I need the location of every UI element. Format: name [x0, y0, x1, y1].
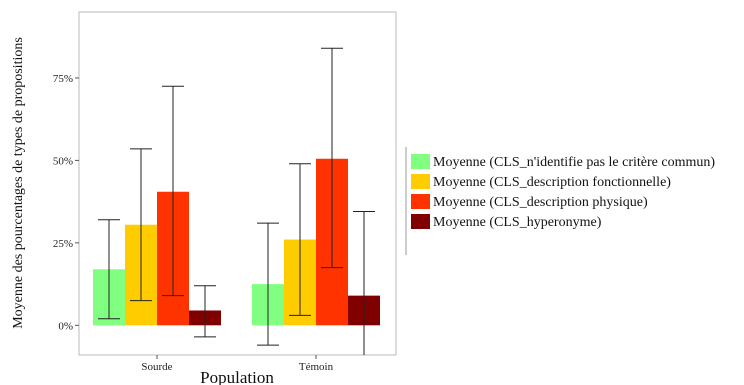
legend-swatch [411, 154, 430, 169]
legend-label: Moyenne (CLS_description physique) [433, 195, 648, 210]
x-tick-label: Sourde [141, 361, 172, 373]
x-tick-label: Témoin [299, 361, 334, 373]
y-tick-label: 75% [53, 73, 73, 85]
errorbars-layer [98, 47, 375, 355]
y-tick-label: 25% [53, 238, 73, 250]
legend-swatch [411, 214, 430, 229]
legend: Moyenne (CLS_n'identifie pas le critère … [411, 154, 715, 230]
x-axis-ticks: Sourde Témoin [141, 355, 334, 373]
y-axis-title: Moyenne des pourcentages de types de pro… [11, 37, 26, 329]
y-tick-label: 50% [53, 155, 73, 167]
legend-label: Moyenne (CLS_hyperonyme) [433, 215, 602, 230]
legend-swatch [411, 194, 430, 209]
bars-layer [93, 158, 380, 326]
x-axis-title: Population [200, 368, 274, 385]
y-axis-ticks: 0% 25% 50% 75% [53, 73, 79, 332]
y-tick-label: 0% [58, 320, 73, 332]
legend-label: Moyenne (CLS_n'identifie pas le critère … [433, 155, 715, 170]
legend-label: Moyenne (CLS_description fonctionnelle) [433, 175, 671, 190]
legend-swatch [411, 174, 430, 189]
